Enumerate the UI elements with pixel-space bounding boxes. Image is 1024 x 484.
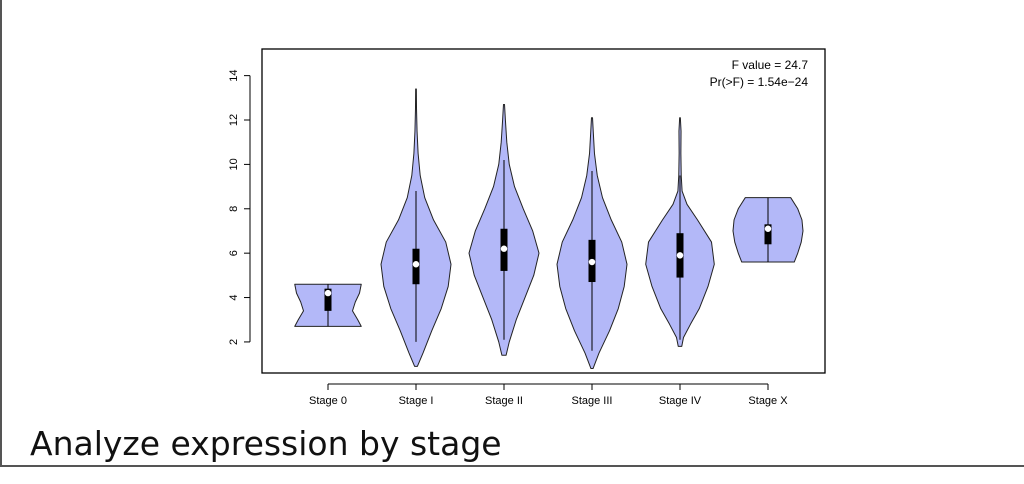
y-tick-label: 4 xyxy=(228,294,240,300)
caption-title: Analyze expression by stage xyxy=(30,424,502,463)
violin-median xyxy=(676,252,684,259)
frame-left-border xyxy=(0,0,2,466)
y-tick-label: 8 xyxy=(228,206,240,212)
y-tick-label: 14 xyxy=(228,70,240,82)
y-tick-label: 2 xyxy=(228,339,240,345)
x-tick-label: Stage I xyxy=(399,395,434,407)
frame-bottom-border xyxy=(0,465,1024,467)
violin-iqr-box xyxy=(764,224,772,245)
x-tick-label: Stage 0 xyxy=(309,395,347,407)
y-tick-label: 10 xyxy=(228,158,240,170)
x-tick-label: Stage II xyxy=(485,395,523,407)
y-tick-label: 12 xyxy=(228,114,240,126)
x-axis: Stage 0 Stage I Stage II Stage III Stage IV S… xyxy=(309,383,788,407)
violin-median xyxy=(588,258,596,266)
violin-median xyxy=(500,245,508,252)
x-tick-label: Stage IV xyxy=(659,395,702,407)
violin-chart: 2 4 6 8 10 12 14 Stage 0 Stage I Stage II Stage I… xyxy=(228,48,826,407)
violin-median xyxy=(324,289,332,297)
x-tick-label: Stage III xyxy=(572,395,613,407)
y-tick-label: 6 xyxy=(228,250,240,256)
violin-median xyxy=(764,225,772,232)
violins-layer xyxy=(294,88,804,370)
f-value-annotation: F value = 24.7 xyxy=(732,58,809,72)
x-tick-label: Stage X xyxy=(748,395,788,407)
violin-median xyxy=(412,261,420,268)
p-value-annotation: Pr(>F) = 1.54e−24 xyxy=(710,75,809,89)
violin-iqr-box xyxy=(324,288,332,311)
plot-frame xyxy=(261,48,826,374)
y-axis: 2 4 6 8 10 12 14 xyxy=(228,70,251,345)
